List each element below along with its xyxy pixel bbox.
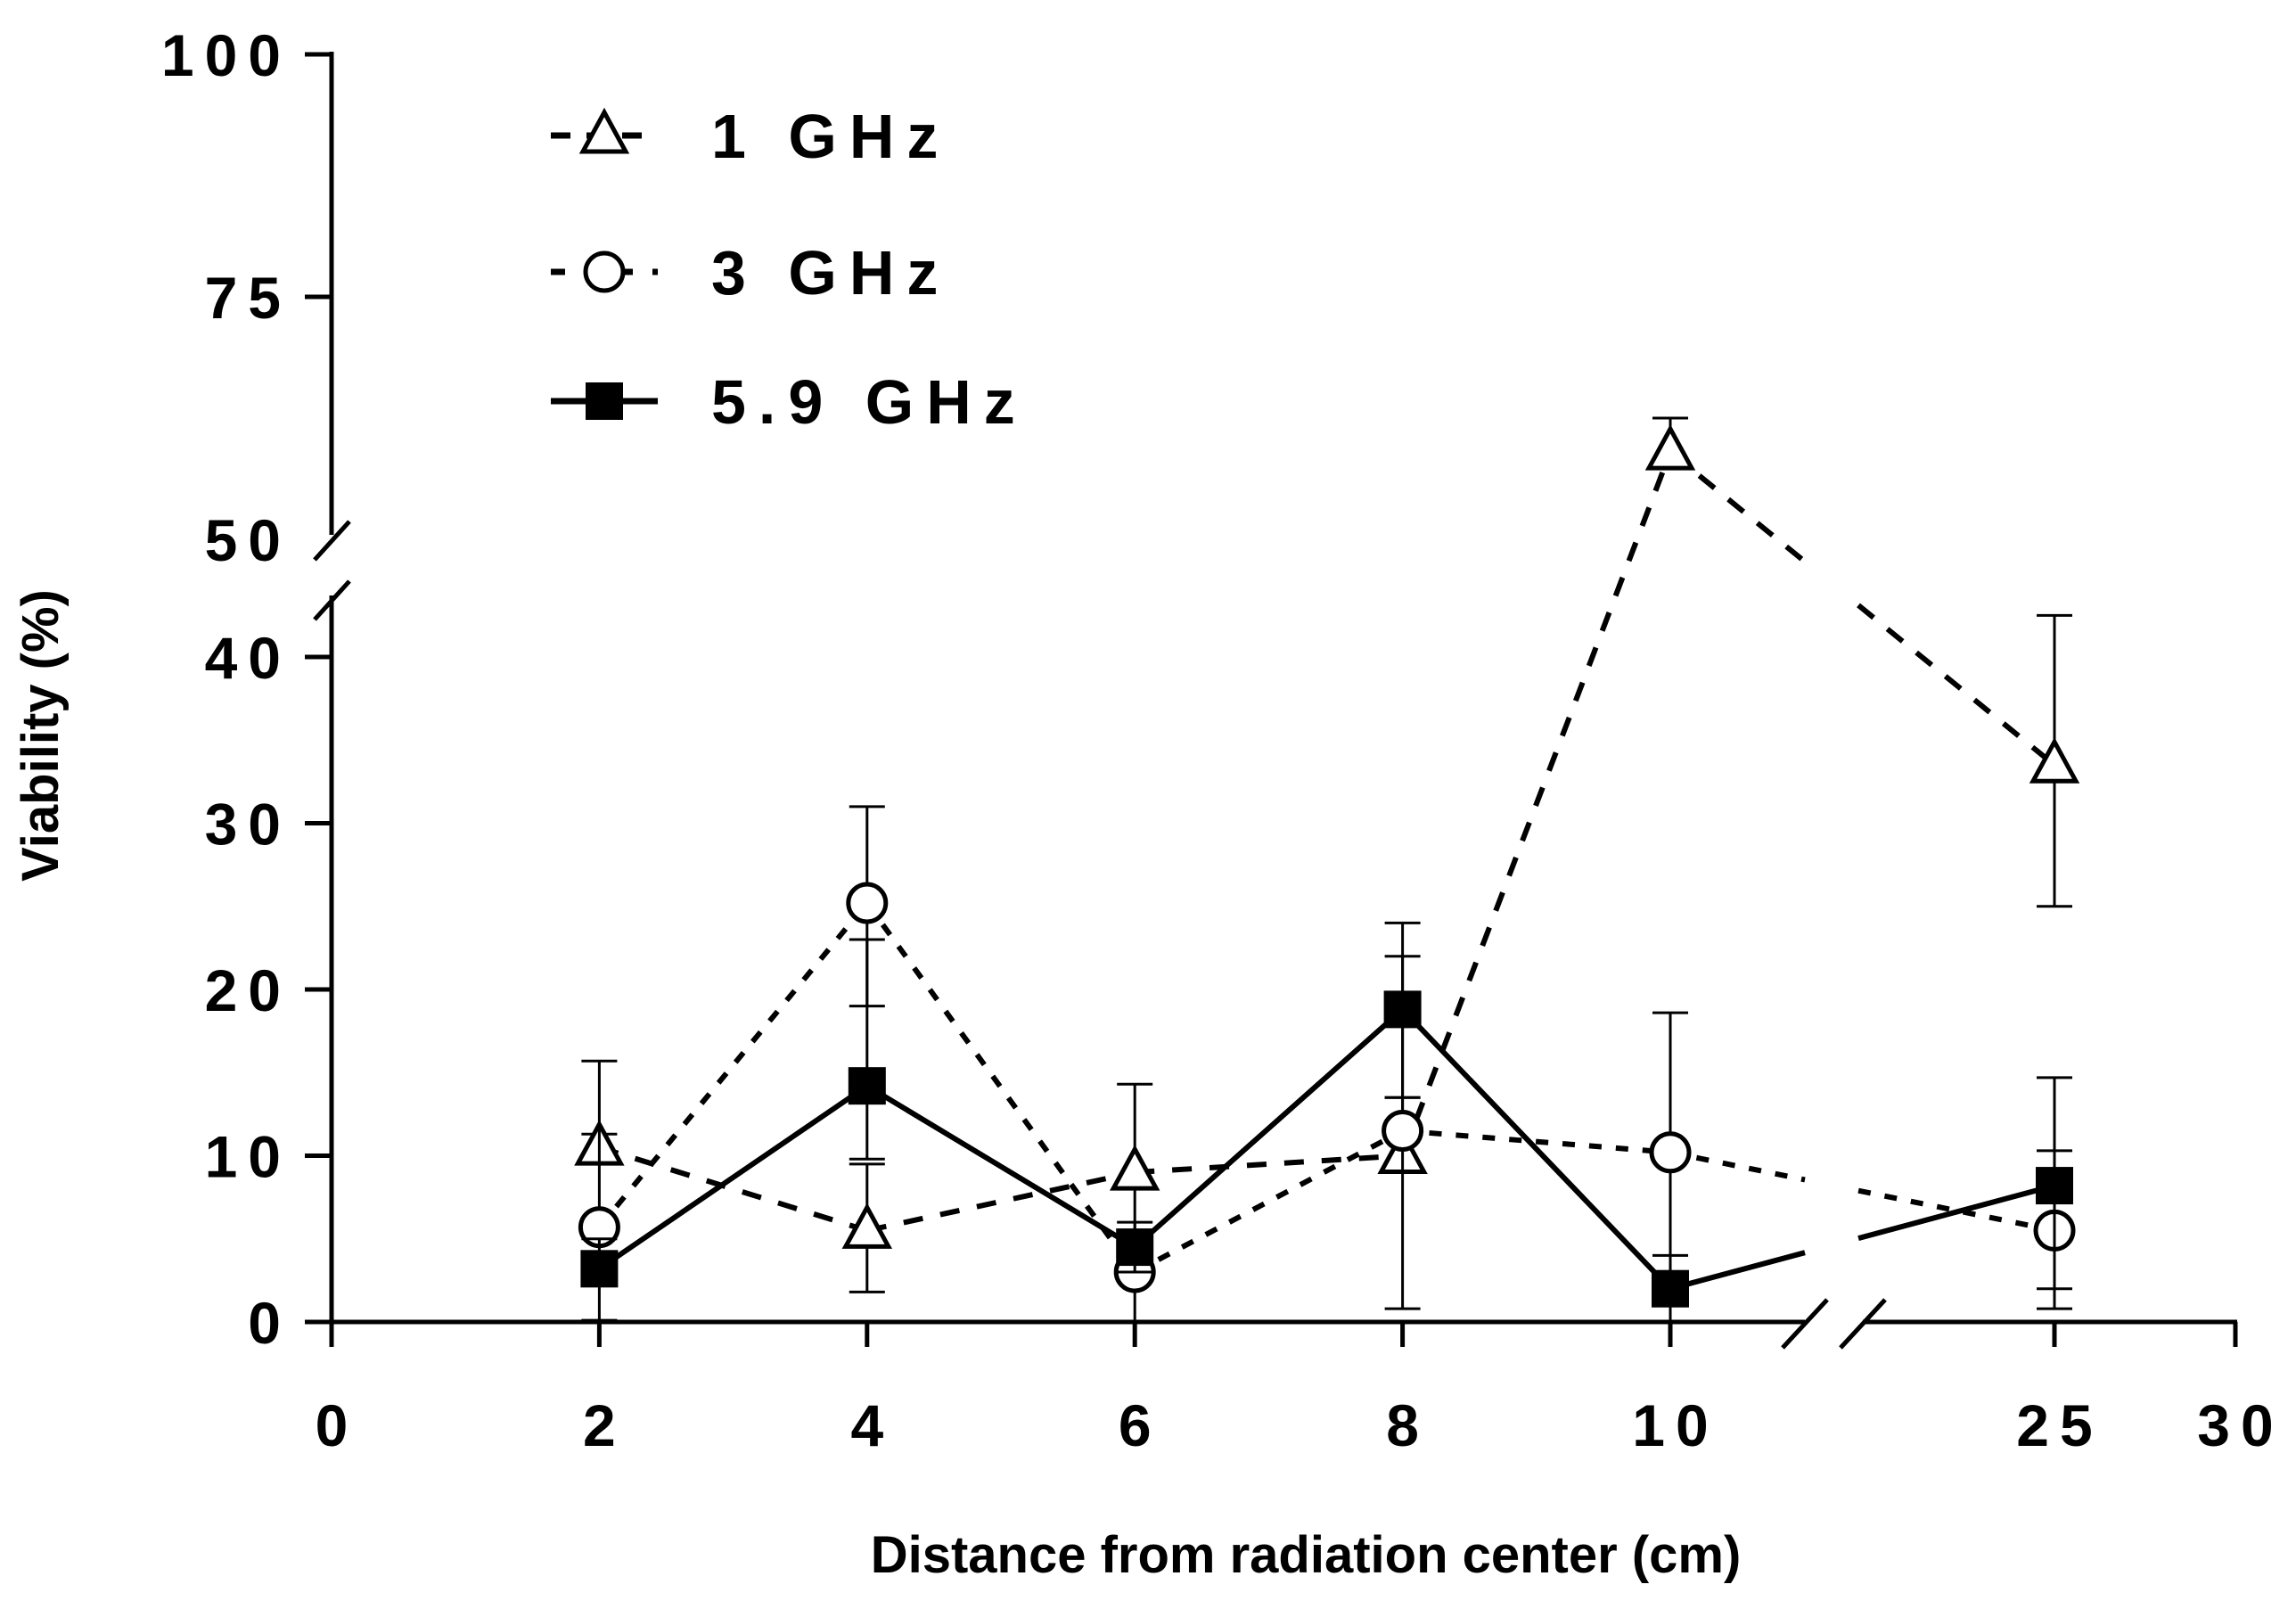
data-point [1649, 1131, 1692, 1174]
series-1-ghz [574, 416, 2080, 1310]
x-tick-label: 8 [1386, 1392, 1430, 1458]
data-point [1382, 1110, 1424, 1153]
y-tick-label: 20 [205, 957, 291, 1023]
data-point [580, 1250, 619, 1288]
y-tick-label: 30 [205, 792, 291, 858]
y-tick-label: 10 [205, 1124, 291, 1190]
series-line [598, 1145, 868, 1234]
series-line [1133, 1007, 1405, 1250]
data-point [1652, 1269, 1689, 1308]
series-line [866, 1170, 1136, 1234]
x-axis-title: Distance from radiation center (cm) [871, 1526, 1742, 1584]
series-line [1669, 1250, 1806, 1292]
series-line [1133, 1128, 1405, 1275]
legend-marker [578, 107, 630, 154]
x-tick-label: 2 [583, 1392, 627, 1458]
x-tick-label: 30 [2197, 1392, 2284, 1458]
series-3-ghz [578, 805, 2076, 1324]
legend-label: 5.9 GHz [711, 367, 1028, 437]
data-point [1109, 1144, 1160, 1191]
series-line [865, 1083, 1136, 1250]
x-axis-ticks: 0 2 4 6 8 10 25 30 [316, 1322, 2284, 1458]
legend-marker [586, 382, 623, 420]
legend-label: 3 GHz [711, 238, 950, 308]
series-line [1857, 1183, 2055, 1241]
series-line [1669, 449, 1807, 564]
data-point [1644, 423, 1696, 471]
y-axis-break-mark [313, 520, 351, 562]
data-point [841, 1203, 893, 1249]
data-series [574, 416, 2080, 1324]
y-axis-break-mark [313, 579, 351, 621]
y-tick-label: 100 [161, 22, 291, 88]
x-tick-label: 25 [2016, 1392, 2103, 1458]
y-axis-ticks: 0 10 20 30 40 50 75 100 [161, 22, 332, 1356]
series-line [1669, 1149, 1806, 1183]
series-line [1402, 1128, 1671, 1155]
x-axis-break-mark [1781, 1298, 1829, 1350]
series-line [597, 1083, 869, 1271]
series-line [865, 901, 1137, 1274]
series-line [1400, 1007, 1673, 1291]
legend-marker [583, 250, 626, 293]
x-axis-break-mark [1839, 1298, 1887, 1350]
y-tick-label: 0 [248, 1290, 291, 1356]
y-tick-label: 75 [205, 265, 291, 331]
legend: 1 GHz 3 GHz 5.9 GHz [551, 102, 1028, 437]
x-tick-label: 10 [1632, 1392, 1718, 1458]
data-point [2036, 1167, 2073, 1205]
axes [313, 52, 2237, 1350]
legend-label: 1 GHz [711, 102, 950, 171]
series-line [1399, 451, 1673, 1157]
data-point [1383, 990, 1422, 1029]
data-point [848, 1067, 886, 1105]
x-tick-label: 0 [316, 1392, 359, 1458]
data-point [1116, 1228, 1154, 1267]
y-axis-title: Viability (%) [12, 589, 70, 882]
y-tick-label: 50 [205, 507, 291, 573]
x-tick-label: 4 [850, 1392, 894, 1458]
data-point [846, 882, 889, 924]
series-line [1135, 1153, 1403, 1176]
series-line [1857, 1187, 2055, 1234]
series-line [1857, 603, 2056, 768]
x-tick-label: 6 [1119, 1392, 1162, 1458]
series-line [597, 901, 870, 1229]
series-5-9-ghz [580, 921, 2073, 1324]
y-tick-label: 40 [205, 625, 291, 691]
data-point [2029, 737, 2080, 784]
